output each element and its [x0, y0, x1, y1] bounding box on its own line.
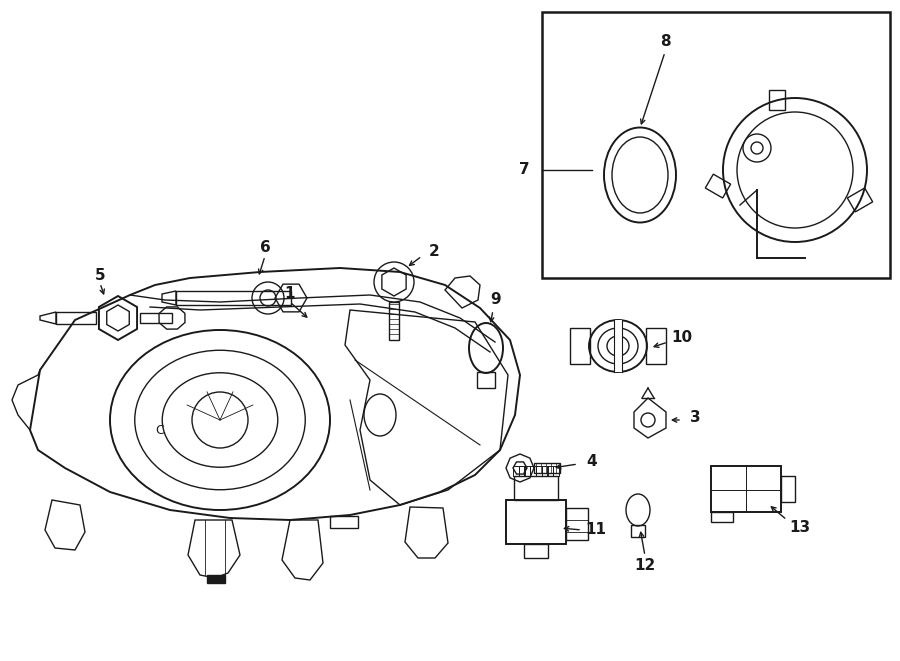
Bar: [631, 525, 645, 537]
Bar: [542, 12, 890, 278]
Text: 7: 7: [518, 163, 529, 178]
Bar: [518, 466, 525, 476]
Bar: [848, 188, 873, 212]
Bar: [646, 328, 666, 364]
Text: 13: 13: [789, 520, 811, 535]
Bar: [566, 508, 588, 540]
Bar: [706, 174, 731, 198]
Text: 9: 9: [491, 293, 501, 307]
Text: 3: 3: [689, 410, 700, 426]
Bar: [207, 575, 225, 583]
Bar: [330, 516, 358, 528]
Text: 8: 8: [660, 34, 670, 50]
Bar: [547, 466, 553, 476]
Text: 2: 2: [428, 245, 439, 260]
Bar: [530, 466, 536, 476]
Text: 5: 5: [94, 268, 105, 282]
Bar: [781, 476, 795, 502]
Bar: [769, 90, 785, 110]
Bar: [525, 466, 530, 476]
Text: 12: 12: [634, 557, 655, 572]
Bar: [176, 291, 291, 305]
Bar: [514, 476, 558, 500]
Bar: [506, 500, 566, 544]
Bar: [542, 466, 547, 476]
Text: 1: 1: [284, 286, 295, 301]
Bar: [56, 312, 96, 324]
Bar: [711, 466, 781, 512]
Bar: [534, 463, 560, 473]
Text: 11: 11: [586, 522, 607, 537]
Bar: [513, 466, 519, 476]
Bar: [570, 328, 590, 364]
Bar: [553, 466, 559, 476]
Text: C: C: [156, 424, 165, 436]
Text: 4: 4: [587, 455, 598, 469]
Bar: [477, 372, 495, 388]
Bar: [711, 512, 733, 522]
Bar: [389, 302, 399, 340]
Bar: [536, 466, 542, 476]
Bar: [614, 320, 622, 372]
Bar: [140, 313, 172, 323]
Text: 6: 6: [259, 241, 270, 256]
Text: 10: 10: [671, 330, 693, 346]
Bar: [524, 544, 548, 558]
